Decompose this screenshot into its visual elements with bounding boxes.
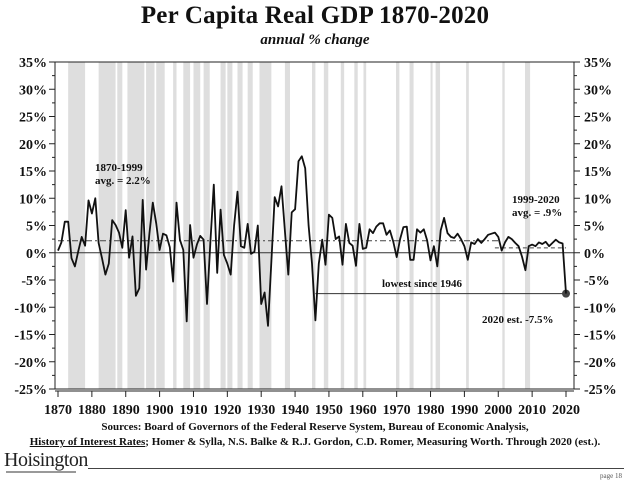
x-tick-label: 1890 <box>112 403 140 418</box>
recession-band <box>284 62 290 389</box>
y-tick-label-right: 0% <box>584 247 605 262</box>
recession-band <box>340 62 345 389</box>
recession-band <box>435 62 441 389</box>
recession-band <box>323 62 329 389</box>
x-tick-label: 1920 <box>213 403 241 418</box>
chart-subtitle: annual % change <box>260 32 370 48</box>
recession-band <box>525 62 531 389</box>
recession-band <box>156 62 165 389</box>
average-label-1999-2020-value: avg. = .9% <box>512 207 562 219</box>
recession-band <box>409 62 414 389</box>
recession-band <box>502 62 505 389</box>
y-tick-label-right: 10% <box>584 192 612 207</box>
recession-band <box>127 62 145 389</box>
y-tick-label-right: 35% <box>584 56 612 71</box>
recession-band <box>247 62 253 389</box>
y-tick-label-right: 25% <box>584 111 612 126</box>
annotation-group: lowest since 1946 2020 est. -7.5% <box>315 278 570 326</box>
y-tick-label-right: -20% <box>584 356 617 371</box>
y-tick-label-left: 30% <box>19 83 47 98</box>
y-tick-label-left: -10% <box>14 301 47 316</box>
y-tick-label-right: -25% <box>584 383 617 398</box>
y-tick-label-right: -5% <box>584 274 610 289</box>
sources-line-1: Sources: Board of Governors of the Feder… <box>101 421 529 433</box>
series-line <box>57 155 567 327</box>
hoisington-logo: Hoisington <box>4 449 88 471</box>
chart-title: Per Capita Real GDP 1870-2020 <box>140 2 490 29</box>
x-tick-label: 1990 <box>450 403 478 418</box>
x-tick-label: 1910 <box>179 403 207 418</box>
recession-band <box>98 62 116 389</box>
recession-band <box>117 62 123 389</box>
footer-rule <box>88 468 624 469</box>
y-tick-label-right: 30% <box>584 83 612 98</box>
recession-band <box>220 62 226 389</box>
y-tick-label-right: 5% <box>584 220 605 235</box>
y-tick-label-left: 25% <box>19 111 47 126</box>
recession-band <box>395 62 400 389</box>
y-tick-label-left: -25% <box>14 383 47 398</box>
sources-line-2-text: ; Homer & Sylla, N.S. Balke & R.J. Gordo… <box>145 436 601 448</box>
x-tick-label: 1980 <box>417 403 445 418</box>
recession-band <box>312 62 316 389</box>
y-tick-label-right: -10% <box>584 301 617 316</box>
recession-band <box>363 62 367 389</box>
x-tick-label: 2020 <box>552 403 580 418</box>
x-tick-label: 1960 <box>349 403 377 418</box>
recession-band <box>183 62 191 389</box>
recession-band <box>354 62 358 389</box>
x-tick-label: 1880 <box>78 403 106 418</box>
average-label-1999-2020-period: 1999-2020 <box>512 194 560 206</box>
x-tick-label: 1950 <box>315 403 343 418</box>
x-tick-label: 1870 <box>44 403 72 418</box>
y-tick-label-left: 10% <box>19 192 47 207</box>
y-tick-label-left: 5% <box>26 220 47 235</box>
x-tick-label: 2010 <box>518 403 546 418</box>
y-tick-label-left: -5% <box>21 274 47 289</box>
sources-line-2: History of Interest Rates; Homer & Sylla… <box>0 435 630 450</box>
y-tick-label-right: 15% <box>584 165 612 180</box>
y-tick-label-left: 35% <box>19 56 47 71</box>
sources-link-history-of-interest-rates[interactable]: History of Interest Rates <box>29 436 146 448</box>
x-tick-label: 1900 <box>146 403 174 418</box>
logo-tagline <box>6 471 76 473</box>
y-tick-label-left: -20% <box>14 356 47 371</box>
x-tick-label: 2000 <box>484 403 512 418</box>
y-tick-label-left: 0% <box>26 247 47 262</box>
recession-band <box>203 62 210 389</box>
average-label-1870-1999-period: 1870-1999 <box>95 162 143 174</box>
recession-band <box>227 62 233 389</box>
recession-shading-group <box>68 62 531 389</box>
y-tick-label-right: -15% <box>584 329 617 344</box>
y-tick-label-right: 20% <box>584 138 612 153</box>
average-label-1870-1999-value: avg. = 2.2% <box>95 175 151 187</box>
y-tick-label-left: 20% <box>19 138 47 153</box>
x-tick-label: 1940 <box>281 403 309 418</box>
y-tick-label-left: -15% <box>14 329 47 344</box>
recession-band <box>259 62 272 389</box>
axes-group: -25% -25% -20% -20% -15% -15% -10% -10% -5% -5% 0%… <box>14 56 616 418</box>
recession-band <box>68 62 86 389</box>
recession-band <box>430 62 433 389</box>
x-tick-label: 1930 <box>247 403 275 418</box>
recession-band <box>193 62 201 389</box>
estimate-2020-marker <box>562 289 570 298</box>
x-tick-label: 1970 <box>383 403 411 418</box>
estimate-2020-label: 2020 est. -7.5% <box>482 314 554 326</box>
y-tick-label-left: 15% <box>19 165 47 180</box>
lowest-since-1946-label: lowest since 1946 <box>382 278 463 290</box>
recession-band <box>466 62 469 389</box>
page-number: page 18 <box>600 472 622 480</box>
sources-note: Sources: Board of Governors of the Feder… <box>0 420 630 450</box>
